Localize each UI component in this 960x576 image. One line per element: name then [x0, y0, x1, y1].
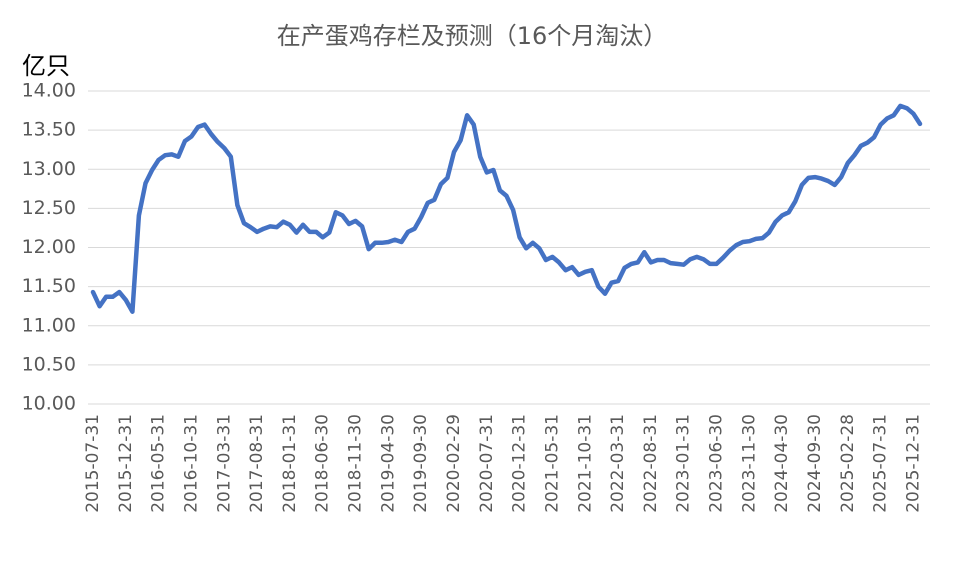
x-tick-label: 2024-04-30 — [772, 414, 792, 513]
x-tick-label: 2015-07-31 — [83, 414, 103, 513]
x-tick-label: 2025-12-31 — [903, 414, 923, 513]
x-tick-label: 2020-07-31 — [477, 414, 497, 513]
x-tick-label: 2020-12-31 — [510, 414, 530, 513]
x-tick-label: 2018-06-30 — [313, 414, 333, 513]
x-tick-label: 2020-02-29 — [444, 414, 464, 513]
x-tick-label: 2018-11-30 — [346, 414, 366, 513]
x-tick-label: 2016-05-31 — [149, 414, 169, 513]
x-tick-label: 2021-05-31 — [542, 414, 562, 513]
x-tick-label: 2023-06-30 — [707, 414, 727, 513]
y-tick-label: 11.00 — [22, 314, 76, 336]
x-tick-label: 2023-11-30 — [739, 414, 759, 513]
y-tick-label: 14.00 — [22, 80, 76, 102]
y-tick-label: 12.00 — [22, 236, 76, 258]
y-tick-label: 10.00 — [22, 393, 76, 415]
y-tick-label: 13.50 — [22, 119, 76, 141]
x-tick-label: 2017-08-31 — [247, 414, 267, 513]
x-tick-label: 2022-03-31 — [608, 414, 628, 513]
line-series — [90, 103, 923, 314]
x-tick-label: 2017-03-31 — [214, 414, 234, 513]
chart-title: 在产蛋鸡存栏及预测（16个月淘汰） — [277, 22, 668, 50]
x-tick-label: 2016-10-31 — [181, 414, 201, 513]
x-tick-label: 2018-01-31 — [280, 414, 300, 513]
x-tick-label: 2025-02-28 — [838, 414, 858, 513]
x-tick-label: 2024-09-30 — [805, 414, 825, 513]
y-tick-label: 13.00 — [22, 158, 76, 180]
y-tick-label: 11.50 — [22, 275, 76, 297]
x-tick-label: 2019-09-30 — [411, 414, 431, 513]
x-tick-label: 2023-01-31 — [674, 414, 694, 513]
y-axis-label: 亿只 — [22, 52, 70, 80]
x-tick-label: 2015-12-31 — [116, 414, 136, 513]
y-tick-label: 12.50 — [22, 197, 76, 219]
x-tick-label: 2022-08-31 — [641, 414, 661, 513]
y-tick-label: 10.50 — [22, 353, 76, 375]
x-tick-label: 2021-10-31 — [575, 414, 595, 513]
x-tick-label: 2025-07-31 — [871, 414, 891, 513]
x-tick-label: 2019-04-30 — [378, 414, 398, 513]
